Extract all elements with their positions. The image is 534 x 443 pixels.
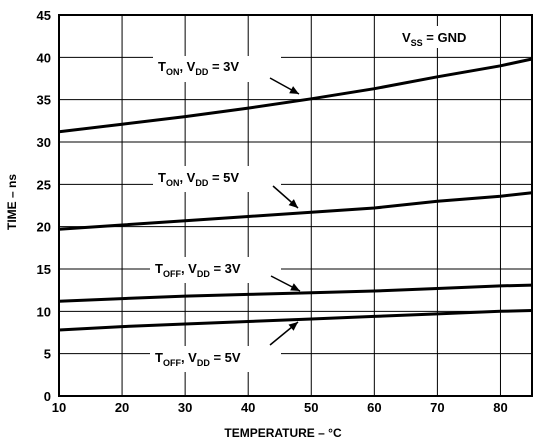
label-background <box>153 166 281 192</box>
series-line-toff-3v <box>58 283 533 303</box>
plot-frame <box>58 14 533 397</box>
x-tick-label: 70 <box>430 400 444 415</box>
x-tick-label: 80 <box>493 400 507 415</box>
y-tick-label: 10 <box>37 304 51 319</box>
y-axis-label: TIME – ns <box>5 174 19 230</box>
series-line-ton-3v <box>58 57 533 134</box>
series-label-part: = 5V <box>210 350 241 365</box>
y-tick-label: 30 <box>37 135 51 150</box>
series-label-part: DD <box>197 269 210 279</box>
label-background <box>153 56 281 82</box>
arrow-head <box>289 86 299 94</box>
series-label: TOFF, VDD = 5V <box>155 350 241 368</box>
vss-label-part: SS <box>411 38 423 48</box>
curves <box>58 57 533 332</box>
series-label: TON, VDD = 3V <box>158 59 239 77</box>
series-label-part: T <box>158 170 166 185</box>
series-label-part: T <box>155 350 163 365</box>
arrow-head <box>290 283 300 291</box>
series-label-part: OFF <box>163 269 181 279</box>
series-label-part: ON <box>166 67 180 77</box>
arrow-head <box>288 322 298 331</box>
series-label-part: = 5V <box>208 170 239 185</box>
series-label-part: DD <box>195 67 208 77</box>
x-tick-label: 30 <box>178 400 192 415</box>
series-label-part: , V <box>179 59 195 74</box>
y-tick-label: 25 <box>37 177 51 192</box>
series-label-part: , V <box>181 350 197 365</box>
series-line-ton-5v <box>58 191 533 231</box>
series-label-part: DD <box>197 358 210 368</box>
series-label-part: = 3V <box>210 261 241 276</box>
y-tick-label: 40 <box>37 50 51 65</box>
x-axis-label: TEMPERATURE – °C <box>224 426 342 440</box>
series-label: TOFF, VDD = 3V <box>155 261 241 279</box>
y-tick-label: 15 <box>37 262 51 277</box>
series-label-part: T <box>155 261 163 276</box>
vss-label-part: = GND <box>423 30 467 45</box>
series-label-part: ON <box>166 178 180 188</box>
vss-label-background <box>398 26 494 48</box>
series-label: TON, VDD = 5V <box>158 170 239 188</box>
series-label-part: , V <box>179 170 195 185</box>
y-tick-label: 45 <box>37 8 51 23</box>
series-label-part: DD <box>195 178 208 188</box>
x-tick-label: 50 <box>304 400 318 415</box>
vss-label: VSS = GND <box>402 30 466 48</box>
y-tick-label: 20 <box>37 220 51 235</box>
tick-labels: 10 20 30 40 50 60 70 80 0 5 10 15 20 25 30 35 40 45 <box>37 8 508 415</box>
series-label-part: OFF <box>163 358 181 368</box>
y-tick-label: 35 <box>37 93 51 108</box>
x-tick-label: 60 <box>367 400 381 415</box>
series-label-part: , V <box>181 261 197 276</box>
y-tick-label: 0 <box>44 389 51 404</box>
x-tick-label: 20 <box>115 400 129 415</box>
series-line-toff-5v <box>58 309 533 332</box>
label-background <box>150 257 281 283</box>
label-background <box>150 346 281 372</box>
y-tick-label: 5 <box>44 347 51 362</box>
x-tick-label: 10 <box>52 400 66 415</box>
series-label-part: T <box>158 59 166 74</box>
series-label-part: = 3V <box>208 59 239 74</box>
arrow-head <box>288 199 298 208</box>
x-tick-label: 40 <box>241 400 255 415</box>
vss-label-part: V <box>402 30 411 45</box>
